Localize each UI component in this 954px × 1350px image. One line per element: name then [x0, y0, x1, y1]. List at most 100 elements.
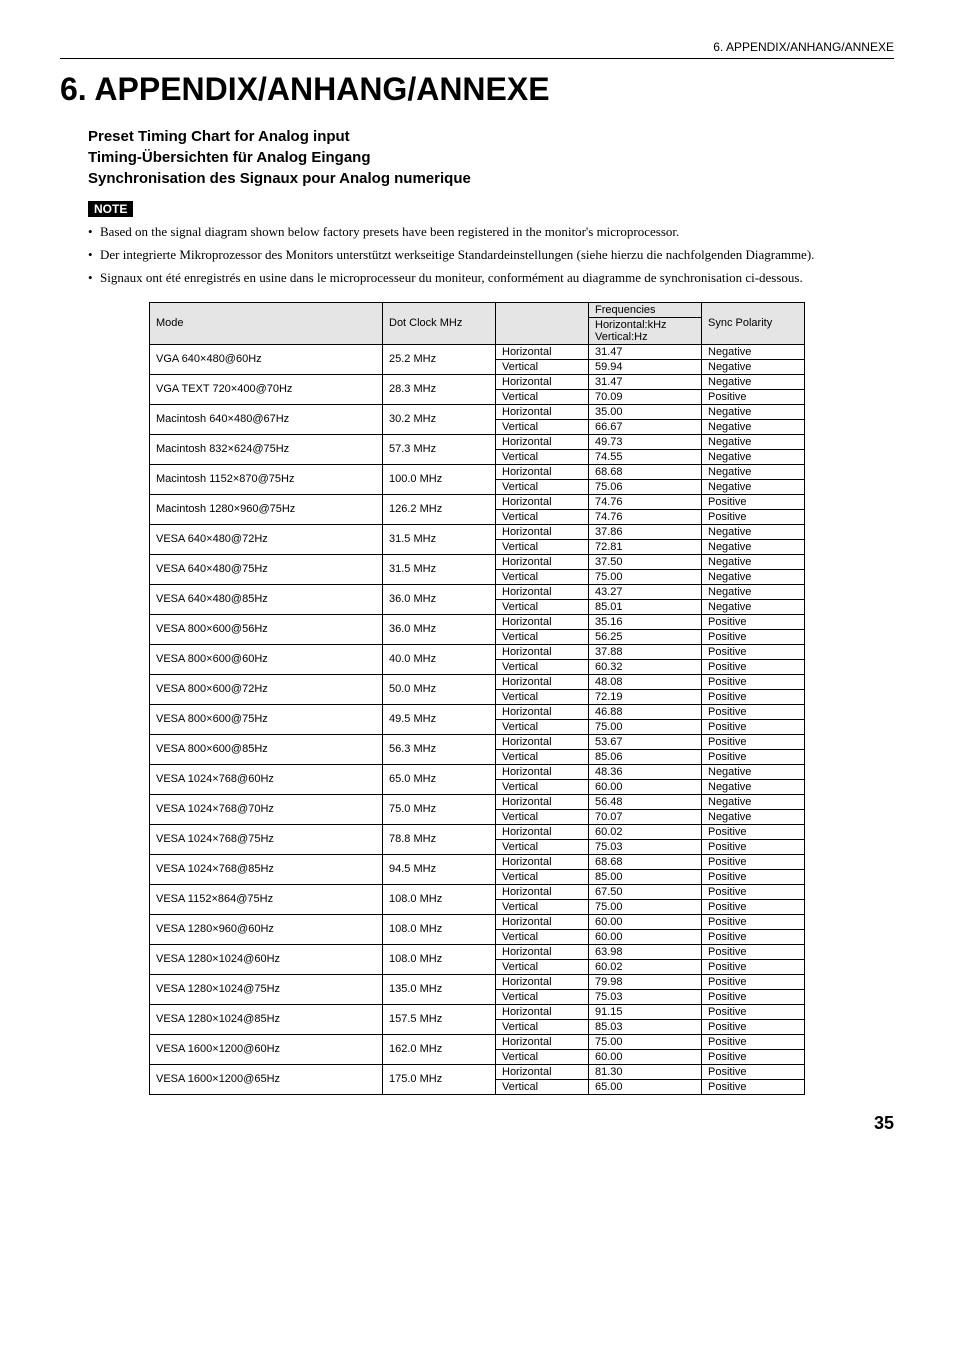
cell-dir: Horizontal — [496, 434, 589, 449]
cell-sync: Negative — [702, 554, 805, 569]
cell-sync: Positive — [702, 959, 805, 974]
cell-dir: Vertical — [496, 989, 589, 1004]
cell-sync: Positive — [702, 884, 805, 899]
cell-dir: Vertical — [496, 569, 589, 584]
cell-dir: Vertical — [496, 689, 589, 704]
cell-freq: 60.00 — [589, 779, 702, 794]
cell-sync: Negative — [702, 584, 805, 599]
cell-dir: Horizontal — [496, 764, 589, 779]
cell-dir: Vertical — [496, 749, 589, 764]
cell-dir: Vertical — [496, 389, 589, 404]
cell-sync: Positive — [702, 899, 805, 914]
cell-dir: Vertical — [496, 359, 589, 374]
cell-freq: 72.19 — [589, 689, 702, 704]
cell-clock: 57.3 MHz — [383, 434, 496, 464]
cell-dir: Horizontal — [496, 494, 589, 509]
cell-mode: VGA TEXT 720×400@70Hz — [150, 374, 383, 404]
cell-clock: 31.5 MHz — [383, 524, 496, 554]
cell-sync: Positive — [702, 839, 805, 854]
cell-clock: 56.3 MHz — [383, 734, 496, 764]
cell-freq: 31.47 — [589, 374, 702, 389]
cell-mode: Macintosh 640×480@67Hz — [150, 404, 383, 434]
cell-mode: VESA 640×480@72Hz — [150, 524, 383, 554]
cell-mode: VESA 800×600@72Hz — [150, 674, 383, 704]
cell-clock: 75.0 MHz — [383, 794, 496, 824]
subtitle-block: Preset Timing Chart for Analog input Tim… — [88, 126, 894, 189]
cell-dir: Vertical — [496, 899, 589, 914]
table-body: VGA 640×480@60Hz25.2 MHzHorizontal31.47N… — [150, 344, 805, 1094]
cell-freq: 81.30 — [589, 1064, 702, 1079]
cell-sync: Negative — [702, 479, 805, 494]
cell-sync: Positive — [702, 944, 805, 959]
cell-sync: Negative — [702, 434, 805, 449]
cell-clock: 175.0 MHz — [383, 1064, 496, 1094]
cell-dir: Vertical — [496, 779, 589, 794]
cell-sync: Positive — [702, 644, 805, 659]
cell-sync: Negative — [702, 764, 805, 779]
cell-dir: Vertical — [496, 1019, 589, 1034]
cell-mode: VESA 640×480@85Hz — [150, 584, 383, 614]
cell-dir: Vertical — [496, 929, 589, 944]
cell-clock: 28.3 MHz — [383, 374, 496, 404]
cell-sync: Positive — [702, 659, 805, 674]
cell-mode: VESA 640×480@75Hz — [150, 554, 383, 584]
cell-clock: 94.5 MHz — [383, 854, 496, 884]
cell-mode: VESA 1024×768@85Hz — [150, 854, 383, 884]
cell-sync: Positive — [702, 824, 805, 839]
table-row: Macintosh 1152×870@75Hz100.0 MHzHorizont… — [150, 464, 805, 479]
cell-sync: Positive — [702, 974, 805, 989]
cell-sync: Negative — [702, 374, 805, 389]
cell-dir: Horizontal — [496, 824, 589, 839]
cell-freq: 60.02 — [589, 959, 702, 974]
cell-freq: 59.94 — [589, 359, 702, 374]
cell-freq: 75.00 — [589, 1034, 702, 1049]
cell-mode: VESA 1280×1024@85Hz — [150, 1004, 383, 1034]
th-freq-h: Horizontal:kHz — [595, 319, 667, 331]
cell-dir: Horizontal — [496, 614, 589, 629]
cell-freq: 74.55 — [589, 449, 702, 464]
th-sync: Sync Polarity — [702, 302, 805, 344]
cell-freq: 60.00 — [589, 914, 702, 929]
cell-sync: Negative — [702, 359, 805, 374]
cell-freq: 75.03 — [589, 989, 702, 1004]
cell-clock: 36.0 MHz — [383, 614, 496, 644]
cell-freq: 63.98 — [589, 944, 702, 959]
cell-sync: Negative — [702, 599, 805, 614]
table-row: VESA 800×600@72Hz50.0 MHzHorizontal48.08… — [150, 674, 805, 689]
th-direction — [496, 302, 589, 344]
cell-freq: 65.00 — [589, 1079, 702, 1094]
cell-dir: Vertical — [496, 839, 589, 854]
cell-freq: 68.68 — [589, 464, 702, 479]
cell-freq: 60.00 — [589, 929, 702, 944]
table-row: VESA 800×600@75Hz49.5 MHzHorizontal46.88… — [150, 704, 805, 719]
table-row: VESA 1280×960@60Hz108.0 MHzHorizontal60.… — [150, 914, 805, 929]
timing-table: Mode Dot Clock MHz Frequencies Sync Pola… — [149, 302, 805, 1095]
page-number: 35 — [60, 1113, 894, 1134]
cell-mode: Macintosh 832×624@75Hz — [150, 434, 383, 464]
cell-sync: Negative — [702, 449, 805, 464]
cell-sync: Positive — [702, 1004, 805, 1019]
cell-freq: 60.00 — [589, 1049, 702, 1064]
note-item: Der integrierte Mikroprozessor des Monit… — [88, 246, 894, 265]
cell-sync: Positive — [702, 1064, 805, 1079]
cell-sync: Positive — [702, 689, 805, 704]
cell-freq: 70.09 — [589, 389, 702, 404]
cell-sync: Negative — [702, 539, 805, 554]
cell-dir: Horizontal — [496, 1064, 589, 1079]
cell-mode: VESA 800×600@60Hz — [150, 644, 383, 674]
cell-mode: VESA 1280×1024@75Hz — [150, 974, 383, 1004]
table-row: VESA 1280×1024@75Hz135.0 MHzHorizontal79… — [150, 974, 805, 989]
cell-freq: 46.88 — [589, 704, 702, 719]
cell-clock: 49.5 MHz — [383, 704, 496, 734]
cell-mode: VESA 1600×1200@60Hz — [150, 1034, 383, 1064]
cell-clock: 30.2 MHz — [383, 404, 496, 434]
cell-freq: 75.00 — [589, 569, 702, 584]
table-row: VESA 640×480@75Hz31.5 MHzHorizontal37.50… — [150, 554, 805, 569]
cell-sync: Negative — [702, 794, 805, 809]
cell-clock: 40.0 MHz — [383, 644, 496, 674]
cell-sync: Negative — [702, 569, 805, 584]
cell-freq: 56.25 — [589, 629, 702, 644]
cell-dir: Horizontal — [496, 854, 589, 869]
cell-freq: 85.00 — [589, 869, 702, 884]
cell-freq: 75.06 — [589, 479, 702, 494]
